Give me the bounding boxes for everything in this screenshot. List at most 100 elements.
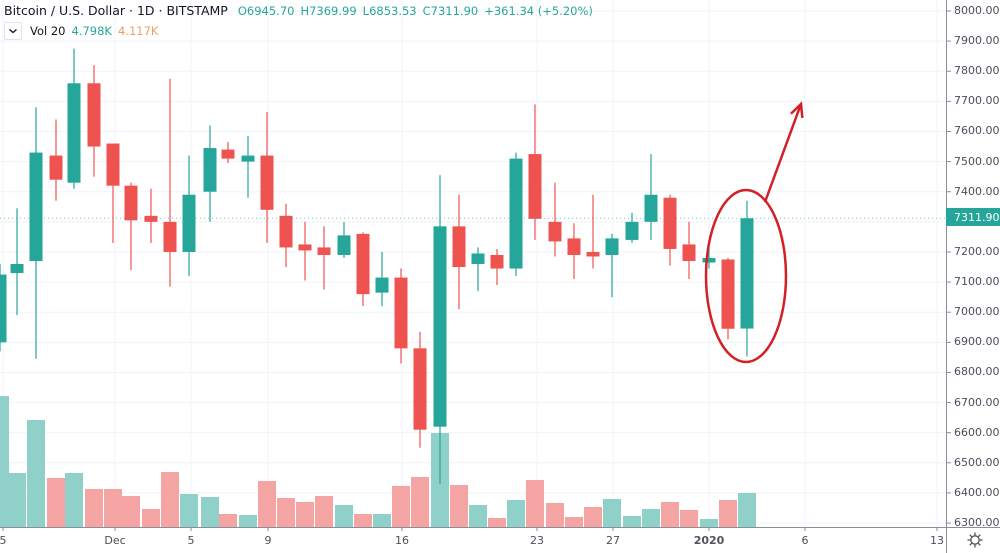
current-price-tag: 7311.90 <box>946 208 1000 226</box>
candle-up <box>702 257 716 263</box>
price-label: 6300.00 <box>954 516 1000 530</box>
candle-down <box>682 244 696 261</box>
volume-bar <box>392 486 410 527</box>
candle-down <box>490 254 504 269</box>
volume-bar <box>122 496 140 527</box>
candle-down <box>317 247 331 255</box>
volume-bar <box>239 515 257 527</box>
candle-up <box>644 194 658 222</box>
volume-bar <box>201 497 219 527</box>
time-label: 5 <box>187 534 195 547</box>
candle-up <box>509 158 523 269</box>
price-label: 8000.00 <box>954 4 1000 17</box>
volume-bar <box>354 514 372 527</box>
price-label: 7200.00 <box>954 244 1000 258</box>
candle-down <box>356 233 370 295</box>
candle-down <box>413 348 427 430</box>
gear-icon[interactable] <box>966 531 984 549</box>
price-label: 7100.00 <box>954 275 1000 289</box>
volume-bar <box>526 480 544 527</box>
price-label: 7500.00 <box>954 154 1000 168</box>
time-label: 9 <box>264 534 272 547</box>
volume-bar <box>411 477 429 527</box>
volume-bar <box>296 502 314 527</box>
volume-bar <box>680 510 698 527</box>
candle-up <box>241 155 255 162</box>
volume-bar <box>85 489 103 527</box>
volume-bar <box>450 485 468 527</box>
price-label: 6700.00 <box>954 395 1000 409</box>
time-label: 27 <box>606 534 620 547</box>
candle-down <box>279 215 293 248</box>
volume-bar <box>603 499 621 527</box>
time-label: 16 <box>395 534 409 547</box>
price-label: 6500.00 <box>954 455 1000 469</box>
candle-down <box>528 154 542 219</box>
volume-bar <box>277 498 295 527</box>
candle-down <box>87 83 101 147</box>
volume-bar <box>488 518 506 527</box>
volume-bar <box>104 489 122 527</box>
highlight-ellipse <box>704 188 788 364</box>
time-label: Dec <box>104 534 126 547</box>
volume-bar <box>142 509 160 527</box>
trend-arrow <box>763 103 803 203</box>
candle-up <box>605 238 619 255</box>
candle-up <box>433 226 447 427</box>
volume-bar <box>219 514 237 527</box>
volume-bar <box>642 509 660 527</box>
symbol-title[interactable]: Bitcoin / U.S. Dollar · 1D · BITSTAMP <box>4 3 228 18</box>
volume-bar <box>8 473 26 527</box>
volume-bar <box>469 505 487 527</box>
volume-bar <box>623 516 641 527</box>
volume-bar <box>315 496 333 527</box>
candle-down <box>144 215 158 222</box>
candle-down <box>298 244 312 251</box>
volume-bar <box>65 473 83 527</box>
volume-bar <box>258 481 276 527</box>
volume-indicator-label[interactable]: Vol 20 <box>30 24 66 38</box>
candle-up <box>10 264 24 274</box>
candle-up <box>337 235 351 255</box>
collapse-indicators-button[interactable] <box>4 22 22 40</box>
time-label: 13 <box>930 534 944 547</box>
volume-bar <box>507 500 525 527</box>
change-value: +361.34 (+5.20%) <box>484 3 593 18</box>
candle-up <box>740 218 754 329</box>
volume-bar <box>373 514 391 527</box>
chart-legend: Bitcoin / U.S. Dollar · 1D · BITSTAMP O6… <box>4 3 599 18</box>
close-value: C7311.90 <box>422 3 479 18</box>
candle-down <box>221 149 235 159</box>
candle-down <box>567 238 581 255</box>
candle-down <box>586 251 600 257</box>
candle-up <box>471 253 485 265</box>
price-label: 7800.00 <box>954 64 1000 78</box>
price-label: 6800.00 <box>954 365 1000 379</box>
volume-bar <box>161 472 179 527</box>
candle-down <box>721 259 735 329</box>
low-value: L6853.53 <box>362 3 417 18</box>
candle-down <box>260 155 274 210</box>
price-label: 7400.00 <box>954 184 1000 198</box>
candle-down <box>452 226 466 268</box>
candle-down <box>663 197 677 249</box>
volume-bar <box>0 396 9 527</box>
time-label: 23 <box>530 534 544 547</box>
volume-bar <box>661 502 679 527</box>
candle-up <box>29 152 43 261</box>
price-label: 6600.00 <box>954 425 1000 439</box>
candle-up <box>375 277 389 293</box>
volume-bar <box>719 500 737 527</box>
volume-bar <box>27 420 45 527</box>
price-label: 7900.00 <box>954 34 1000 48</box>
volume-bar <box>546 503 564 527</box>
price-label: 7000.00 <box>954 305 1000 319</box>
open-value: O6945.70 <box>237 3 295 18</box>
volume-ma-value: 4.117K <box>117 24 159 38</box>
time-label: 5 <box>0 534 7 547</box>
candle-down <box>124 185 138 221</box>
time-label: 2020 <box>693 534 725 547</box>
candle-up <box>0 274 7 343</box>
time-label: 6 <box>801 534 809 547</box>
